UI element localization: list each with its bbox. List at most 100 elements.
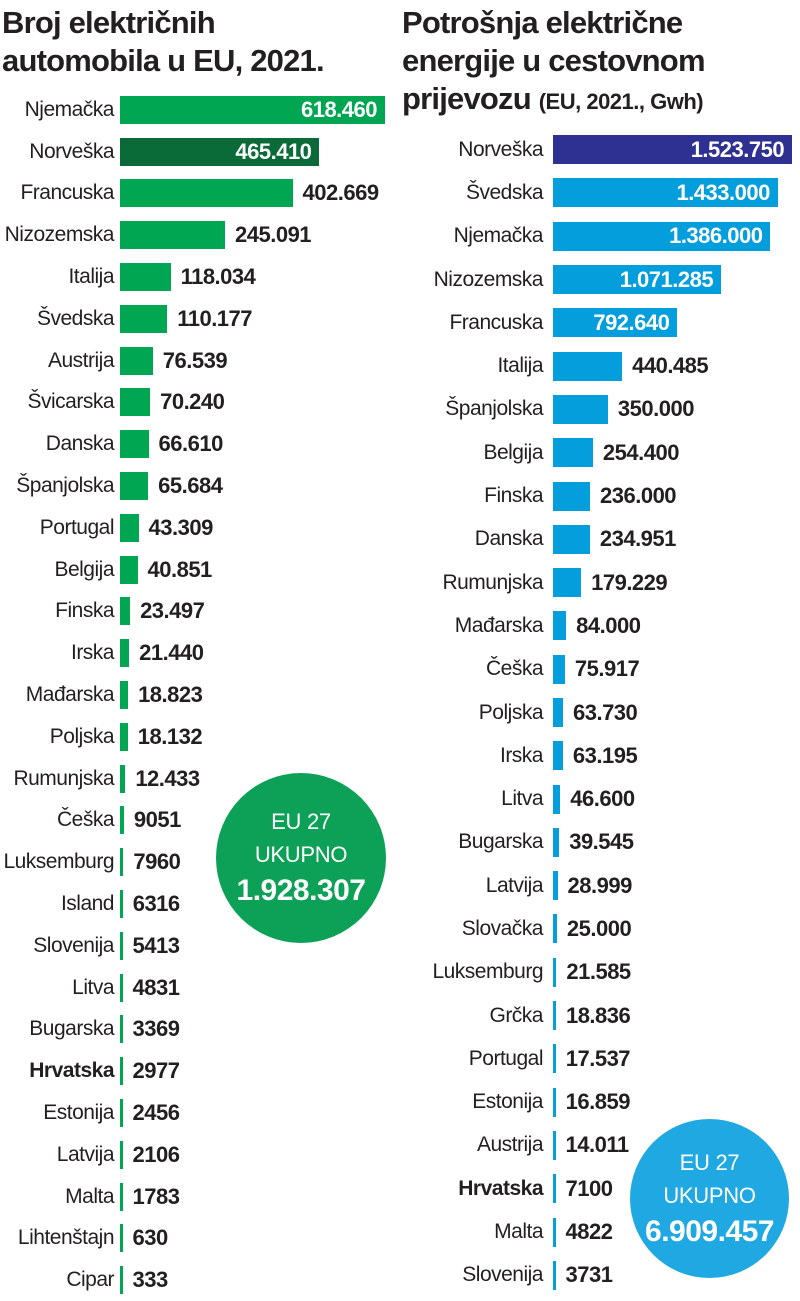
bar-row: Cipar 333	[0, 1259, 400, 1301]
country-label: Litva	[501, 787, 543, 811]
country-label: Norveška	[458, 137, 543, 161]
value-bar	[120, 1140, 123, 1169]
value-bar	[553, 1174, 556, 1204]
chart-ev-count-title: Broj električnih automobila u EU, 2021.	[2, 4, 325, 80]
bar-row: Poljska 63.730	[400, 691, 800, 734]
bar-row: Rumunjska 179.229	[400, 561, 800, 604]
bar-row: Irska 63.195	[400, 734, 800, 777]
bar-value: 402.669	[302, 180, 380, 206]
country-label: Švedska	[36, 306, 115, 330]
value-bar	[120, 1182, 123, 1211]
value-bar	[120, 806, 124, 835]
country-label: Bugarska	[29, 1017, 114, 1041]
bar-value: 21.585	[566, 959, 631, 985]
badge-label: UKUPNO	[663, 1182, 756, 1208]
bar-value: 1.433.000	[676, 179, 770, 205]
value-bar	[120, 388, 151, 417]
country-label: Lihtenštajn	[17, 1226, 115, 1250]
value-bar	[553, 871, 558, 901]
value-bar	[120, 221, 226, 250]
bar-row: Norveška 1.523.750	[400, 128, 800, 171]
country-label: Grčka	[489, 1003, 543, 1027]
bar-row: Finska 236.000	[400, 474, 800, 517]
value-bar	[553, 481, 591, 511]
value-bar	[553, 438, 593, 468]
country-label: Slovačka	[461, 916, 544, 940]
bar-row: Litva 4831	[0, 967, 400, 1009]
value-bar	[120, 890, 123, 919]
eu27-total-badge-energy: EU 27 UKUPNO 6.909.457	[630, 1119, 789, 1278]
country-label: Danska	[474, 527, 544, 551]
bar-value: 1783	[132, 1183, 180, 1209]
country-label: Hrvatska	[458, 1176, 543, 1200]
bar-value: 14.011	[565, 1132, 630, 1158]
bar-value: 17.537	[565, 1045, 631, 1071]
bar-value: 23.497	[140, 598, 205, 624]
value-bar: 1.523.750	[553, 135, 793, 165]
bar-row: Portugal 17.537	[400, 1037, 800, 1080]
bar-row: Švicarska 70.240	[0, 382, 400, 424]
bar-value: 4822	[565, 1219, 613, 1245]
bar-value: 2977	[132, 1058, 180, 1084]
bar-value: 18.823	[138, 682, 203, 708]
value-bar	[120, 1015, 123, 1044]
country-label: Mađarska	[454, 613, 544, 637]
bar-value: 5413	[132, 932, 180, 958]
bar-row: Francuska 402.669	[0, 173, 400, 215]
bar-value: 3731	[565, 1262, 613, 1288]
value-bar	[553, 1044, 556, 1074]
chart-energy-consumption: Potrošnja električne energije u cestovno…	[400, 0, 800, 1294]
country-label: Njemačka	[453, 224, 544, 248]
bar-value: 75.917	[574, 656, 640, 682]
country-label: Italija	[497, 354, 543, 378]
bar-value: 9051	[133, 807, 181, 833]
bar-row: Latvija 28.999	[400, 864, 800, 907]
bar-value: 25.000	[566, 915, 632, 941]
bar-value: 6316	[132, 891, 180, 917]
country-label: Luksemburg	[432, 960, 543, 984]
country-label: Francuska	[449, 310, 543, 334]
bar-value: 63.195	[572, 742, 638, 768]
bar-value: 7100	[565, 1175, 613, 1201]
bar-value: 84.000	[576, 612, 641, 638]
bar-row: Nizozemska 1.071.285	[400, 258, 800, 301]
bar-value: 236.000	[600, 483, 677, 509]
bar-value: 1.071.285	[619, 266, 714, 292]
bar-value: 4831	[132, 974, 180, 1000]
value-bar	[120, 1057, 123, 1086]
badge-label: EU 27	[271, 809, 331, 834]
bar-value: 66.610	[158, 431, 224, 457]
country-label: Švedska	[465, 180, 544, 204]
bar-row: Mađarska 18.823	[0, 674, 400, 716]
bar-row: Austrija 76.539	[0, 340, 400, 382]
country-label: Island	[60, 892, 115, 916]
bar-value: 63.730	[572, 699, 638, 725]
bar-row: Belgija 254.400	[400, 431, 800, 474]
bar-row: Lihtenštajn 630	[0, 1218, 400, 1260]
badge-label: UKUPNO	[254, 842, 348, 867]
bar-row: Norveška 465.410	[0, 131, 400, 173]
country-label: Belgija	[54, 557, 114, 581]
bar-row: Island 6316	[0, 883, 400, 925]
title-line: automobila u EU, 2021.	[2, 43, 325, 78]
country-label: Nizozemska	[4, 223, 115, 247]
eu27-total-badge-ev-count: EU 27 UKUPNO 1.928.307	[216, 773, 386, 943]
bar-row: Češka 9051	[0, 800, 400, 842]
bar-row: Slovenija 3731	[400, 1254, 800, 1297]
bar-value: 46.600	[570, 786, 635, 812]
value-bar	[553, 654, 565, 684]
value-bar	[553, 914, 557, 944]
value-bar: 1.071.285	[553, 265, 722, 295]
title-line: prijevozu	[402, 81, 532, 116]
value-bar	[120, 597, 131, 626]
country-label: Finska	[484, 484, 543, 508]
bar-row: Litva 46.600	[400, 777, 800, 820]
bar-row: Španjolska 350.000	[400, 388, 800, 431]
value-bar	[553, 351, 623, 381]
title-unit-note: (EU, 2021., Gwh)	[538, 89, 704, 114]
bar-row: Belgija 40.851	[0, 549, 400, 591]
bar-row: Italija 118.034	[0, 256, 400, 298]
value-bar: 1.386.000	[553, 221, 771, 251]
bar-value: 2106	[132, 1141, 180, 1167]
country-label: Rumunjska	[442, 570, 543, 594]
